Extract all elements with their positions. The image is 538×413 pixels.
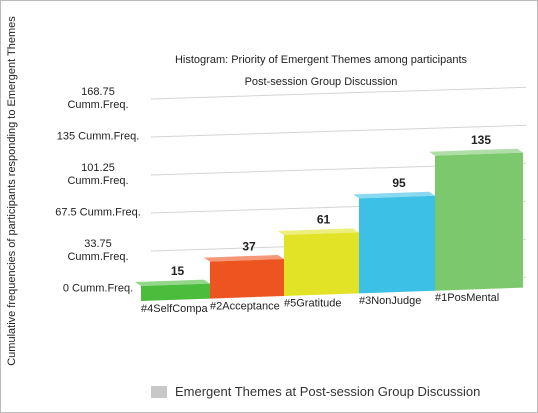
value-label: 61 [317,213,331,227]
chart-title: Histogram: Priority of Emergent Themes a… [175,54,468,66]
x-tick-label: #1PosMental [435,292,499,304]
grid-line [150,86,527,100]
chart-subtitle: Post-session Group Discussion [245,76,398,88]
x-tick-label: #4SelfCompa [141,303,209,315]
y-tick-label: 101.25 Cumm.Freq. [67,162,129,187]
bar [284,232,359,296]
y-tick-label: 0 Cumm.Freq. [62,282,134,295]
legend-label: Emergent Themes at Post-session Group Di… [175,384,481,399]
bar [359,195,435,294]
y-axis-label: Cumulative frequencies of participants r… [6,16,18,366]
x-tick-label: #5Gratitude [284,298,341,310]
bar-top [353,191,435,199]
y-tick-label: 135 Cumm.Freq. [56,130,140,143]
bar [210,258,284,299]
y-tick-label: 67.5 Cumm.Freq. [55,206,141,219]
bar-top [135,279,210,286]
value-label: 15 [171,264,185,278]
bar-top [429,148,523,156]
value-label: 95 [392,176,406,190]
y-tick-label: 33.75 Cumm.Freq. [67,238,129,263]
value-label: 135 [471,133,491,147]
x-tick-label: #3NonJudge [359,295,421,307]
bar [435,152,523,291]
y-tick-label: 168.75 Cumm.Freq. [67,86,129,111]
x-tick-label: #2Acceptance [210,300,280,312]
bar-top [204,254,284,262]
bar [141,283,210,301]
legend-swatch [151,385,167,398]
grid-line [150,124,527,138]
value-label: 37 [242,239,256,253]
legend: Emergent Themes at Post-session Group Di… [151,384,480,399]
bar-top [278,228,359,235]
